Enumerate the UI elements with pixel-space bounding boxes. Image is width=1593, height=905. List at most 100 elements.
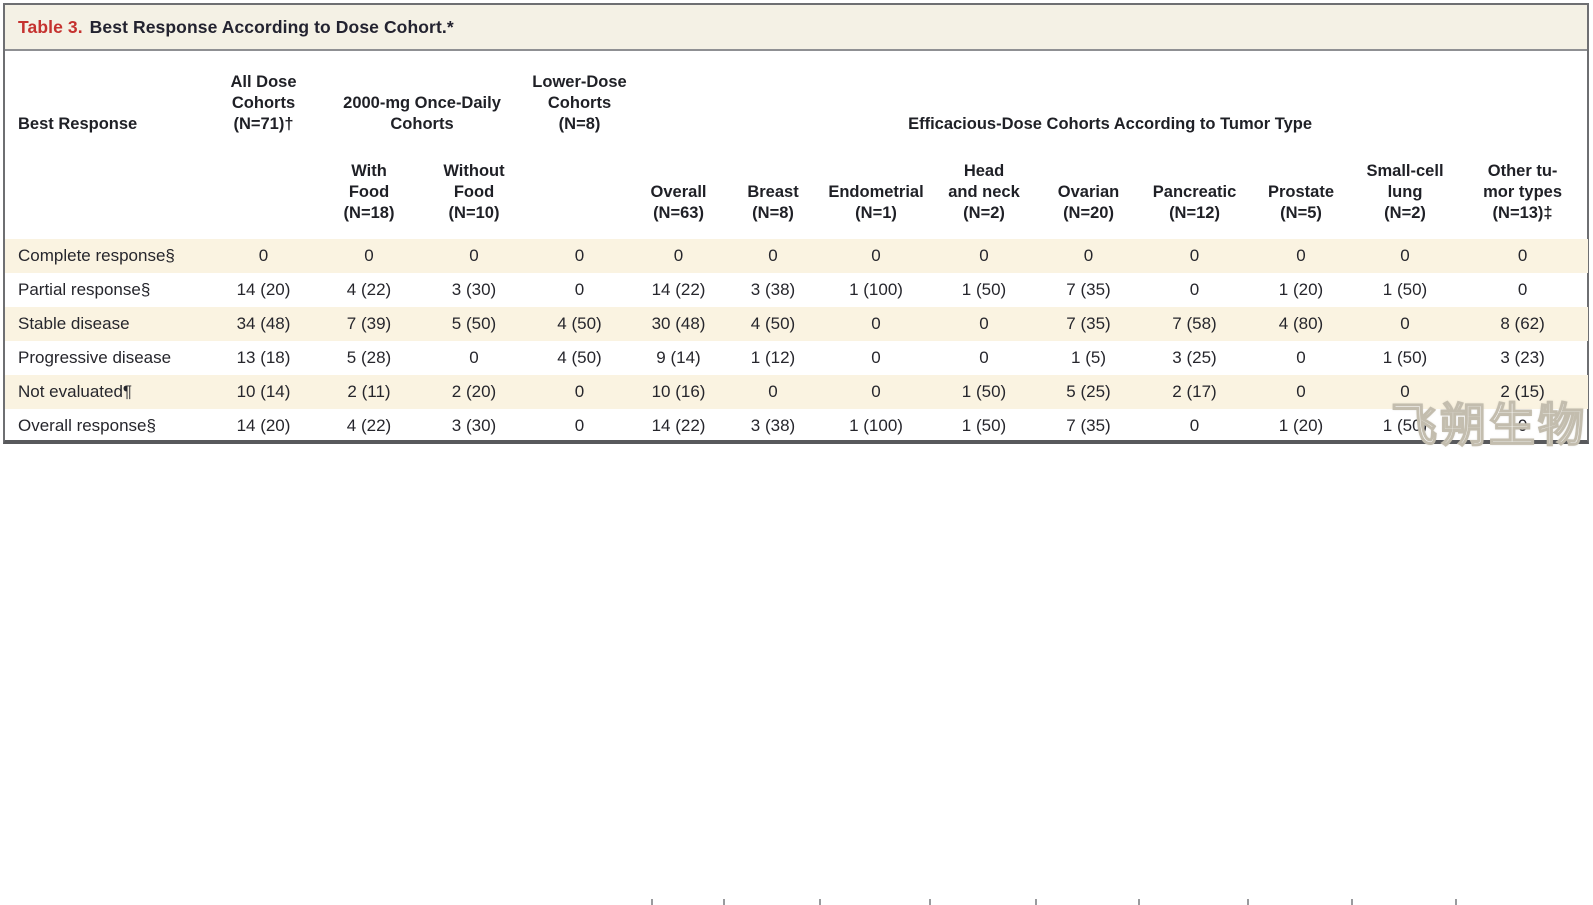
cell: 3 (38) xyxy=(750,280,796,299)
cell: 8 (62) xyxy=(1500,314,1545,333)
cell: 0 xyxy=(469,246,479,265)
column-header-prostate: Prostate (N=5) xyxy=(1268,183,1335,222)
table-title: Best Response According to Dose Cohort.* xyxy=(89,16,454,37)
column-header-best-response: Best Response xyxy=(18,115,138,133)
cell: 5 (25) xyxy=(1066,382,1111,401)
cell: 1 (50) xyxy=(961,280,1007,299)
cell: 0 xyxy=(979,348,989,367)
cell: 0 xyxy=(1189,416,1200,435)
column-group-efficacious-dose: Efficacious-Dose Cohorts According to Tu… xyxy=(908,115,1313,133)
cell: 14 (22) xyxy=(651,416,706,435)
cell: 4 (22) xyxy=(346,280,392,299)
row-label: Not evaluated¶ xyxy=(18,382,133,401)
cell: 1 (12) xyxy=(750,348,796,367)
cell: 10 (16) xyxy=(651,382,706,401)
cell: 7 (58) xyxy=(1172,314,1217,333)
cell: 0 xyxy=(871,348,881,367)
cell: 2 (11) xyxy=(347,382,391,401)
header-sub-row: With Food (N=18) Without Food (N=10) Ove… xyxy=(5,135,1588,239)
cell: 1 (20) xyxy=(1278,416,1324,435)
cell: 0 xyxy=(1517,416,1528,435)
best-response-table: Best Response All Dose Cohorts (N=71)† 2… xyxy=(5,51,1589,443)
cell: 0 xyxy=(574,382,585,401)
row-label: Partial response§ xyxy=(18,280,151,299)
cell: 4 (22) xyxy=(346,416,392,435)
cell: 1 (100) xyxy=(849,280,903,299)
cell: 7 (35) xyxy=(1066,416,1111,435)
cell: 0 xyxy=(1296,382,1306,401)
column-header-endometrial: Endometrial (N=1) xyxy=(828,183,924,222)
cell: 1 (20) xyxy=(1278,280,1324,299)
cell: 5 (28) xyxy=(346,348,392,367)
cell: 14 (20) xyxy=(236,416,291,435)
row-label: Stable disease xyxy=(18,314,130,333)
column-header-pancreatic: Pancreatic (N=12) xyxy=(1152,183,1237,222)
table-row: Partial response§ 14 (20) 4 (22) 3 (30) 0 14 … xyxy=(5,273,1588,307)
table-row: Progressive disease 13 (18) 5 (28) 0 4 (50) 9… xyxy=(5,341,1588,375)
cell: 10 (14) xyxy=(236,382,291,401)
cell: 2 (20) xyxy=(451,382,497,401)
column-header-without-food: Without Food (N=10) xyxy=(443,162,505,222)
table-header: Best Response All Dose Cohorts (N=71)† 2… xyxy=(5,51,1588,239)
table-body: Complete response§ 0 0 0 0 0 0 0 0 0 0 0 0 0 Partial r… xyxy=(5,239,1589,443)
cell: 1 (100) xyxy=(849,416,903,435)
cell: 1 (50) xyxy=(1382,416,1428,435)
column-header-breast: Breast (N=8) xyxy=(747,183,799,222)
cell: 0 xyxy=(574,416,585,435)
cell: 1 (50) xyxy=(1382,280,1428,299)
cell: 1 (5) xyxy=(1071,348,1106,367)
row-label: Complete response§ xyxy=(18,246,175,265)
table-title-bar: Table 3. Best Response According to Dose… xyxy=(5,5,1587,51)
cell: 1 (50) xyxy=(961,382,1007,401)
row-label: Progressive disease xyxy=(18,348,172,367)
cell: 0 xyxy=(1296,348,1306,367)
cell: 0 xyxy=(1400,382,1410,401)
cell: 0 xyxy=(871,382,881,401)
column-header-overall: Overall (N=63) xyxy=(650,183,707,222)
cell: 4 (80) xyxy=(1278,314,1324,333)
cell: 3 (25) xyxy=(1172,348,1217,367)
cell: 5 (50) xyxy=(451,314,497,333)
column-header-other-tumor-types: Other tu- mor types (N=13)‡ xyxy=(1483,162,1562,222)
cell: 0 xyxy=(871,246,881,265)
cell: 4 (50) xyxy=(557,314,602,333)
cell: 0 xyxy=(1189,280,1200,299)
cell: 4 (50) xyxy=(557,348,602,367)
cell: 13 (18) xyxy=(236,348,291,367)
cell: 7 (35) xyxy=(1066,314,1111,333)
cell: 0 xyxy=(979,246,989,265)
cell: 0 xyxy=(1517,246,1528,265)
cell: 0 xyxy=(258,246,269,265)
cell: 0 xyxy=(768,382,778,401)
cell: 0 xyxy=(469,348,479,367)
row-label: Overall response§ xyxy=(18,416,156,435)
cell: 0 xyxy=(871,314,881,333)
table-row: Not evaluated¶ 10 (14) 2 (11) 2 (20) 0 10 (16… xyxy=(5,375,1589,409)
cell: 3 (38) xyxy=(750,416,796,435)
cell: 0 xyxy=(1296,246,1306,265)
cell: 3 (30) xyxy=(451,280,497,299)
cell: 0 xyxy=(768,246,778,265)
cell: 0 xyxy=(574,246,585,265)
cell: 14 (22) xyxy=(651,280,706,299)
column-header-head-and-neck: Head and neck (N=2) xyxy=(948,162,1020,222)
table-number: Table 3. xyxy=(18,16,83,37)
cell: 7 (39) xyxy=(346,314,392,333)
column-group-2000mg-once-daily: 2000-mg Once-Daily Cohorts xyxy=(343,94,501,133)
column-header-all-dose-cohorts: All Dose Cohorts (N=71)† xyxy=(230,73,297,133)
cell: 1 (50) xyxy=(1382,348,1428,367)
cell: 0 xyxy=(979,314,989,333)
table3-panel: Table 3. Best Response According to Dose… xyxy=(3,3,1589,444)
cell: 3 (23) xyxy=(1500,348,1545,367)
cell: 0 xyxy=(1189,246,1200,265)
header-group-row: Best Response All Dose Cohorts (N=71)† 2… xyxy=(5,51,1588,135)
cell: 7 (35) xyxy=(1066,280,1111,299)
cell: 0 xyxy=(1083,246,1094,265)
column-header-with-food: With Food (N=18) xyxy=(343,162,395,222)
cell: 0 xyxy=(673,246,684,265)
column-header-lower-dose-cohorts: Lower-Dose Cohorts (N=8) xyxy=(532,73,627,133)
cell: 0 xyxy=(1400,246,1410,265)
table-row: Stable disease 34 (48) 7 (39) 5 (50) 4 (50) 3… xyxy=(5,307,1589,341)
column-header-small-cell-lung: Small-cell lung (N=2) xyxy=(1366,162,1444,222)
cell: 1 (50) xyxy=(961,416,1007,435)
